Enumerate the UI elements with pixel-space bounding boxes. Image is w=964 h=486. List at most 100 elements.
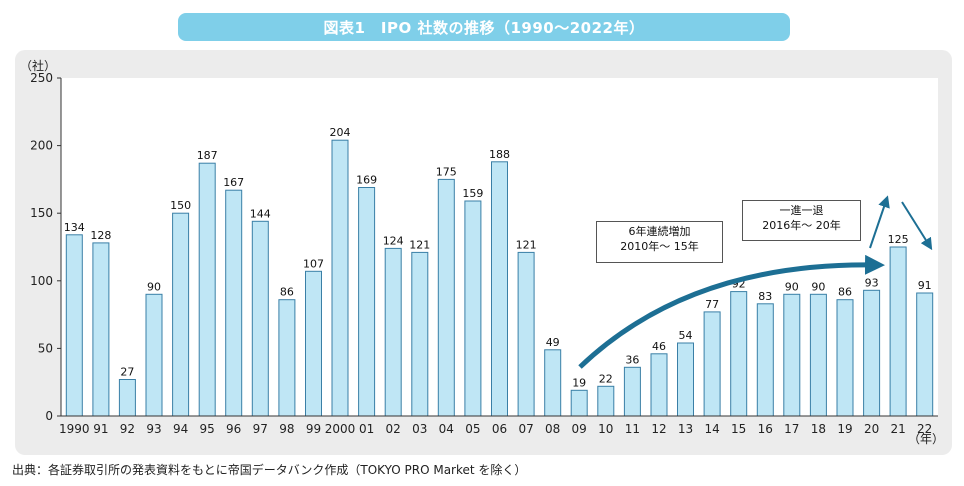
bar-1990	[65, 234, 83, 417]
x-tick-label-15: 15	[731, 422, 746, 436]
bar-13	[677, 342, 694, 417]
bar-09	[570, 389, 588, 417]
data-label-98: 86	[280, 286, 294, 299]
x-tick-label-98: 98	[279, 422, 294, 436]
data-label-03: 121	[409, 238, 430, 251]
chart-title-bar: 図表1 IPO 社数の推移（1990〜2022年）	[178, 13, 790, 41]
x-tick-label-20: 20	[864, 422, 879, 436]
x-tick-label-16: 16	[758, 422, 773, 436]
data-label-19: 86	[838, 286, 852, 299]
bar-06	[491, 161, 508, 417]
bar-17	[783, 293, 801, 417]
x-tick-label-06: 06	[492, 422, 507, 436]
bar-93	[145, 293, 163, 417]
x-tick-label-10: 10	[598, 422, 613, 436]
x-tick-label-22: 22	[917, 422, 932, 436]
bar-11	[623, 366, 641, 417]
bar-16	[756, 303, 774, 417]
arrow-down-2022	[901, 201, 933, 251]
x-tick-label-95: 95	[200, 422, 215, 436]
bar-10	[597, 385, 615, 417]
x-tick-label-2000: 2000	[325, 422, 356, 436]
data-label-13: 54	[679, 329, 693, 342]
y-tick-label-200: 200	[30, 139, 53, 153]
bar-03	[411, 251, 429, 417]
data-label-09: 19	[572, 376, 586, 389]
bar-08	[544, 349, 562, 417]
x-tick-label-07: 07	[518, 422, 533, 436]
data-label-01: 169	[356, 174, 377, 187]
x-tick-label-08: 08	[545, 422, 560, 436]
source-note: 出典：各証券取引所の発表資料をもとに帝国データバンク作成（TOKYO PRO M…	[12, 463, 527, 477]
data-label-18: 90	[811, 280, 825, 293]
x-tick-label-01: 01	[359, 422, 374, 436]
bar-19	[836, 299, 854, 417]
data-label-1990: 134	[64, 221, 85, 234]
data-label-06: 188	[489, 148, 510, 161]
x-tick-label-92: 92	[120, 422, 135, 436]
bar-18	[809, 293, 827, 417]
bar-04	[437, 178, 455, 417]
annotation-fluctuation-line2: 2016年〜 20年	[762, 219, 841, 232]
bar-95	[198, 162, 216, 417]
x-tick-label-02: 02	[386, 422, 401, 436]
bar-98	[278, 299, 296, 417]
x-tick-label-99: 99	[306, 422, 321, 436]
bar-21	[889, 246, 907, 417]
data-label-08: 49	[546, 336, 560, 349]
y-tick-label-50: 50	[38, 341, 53, 355]
x-tick-label-17: 17	[784, 422, 799, 436]
trend-arrow-2010-2015	[578, 254, 885, 369]
arrow-up-2021	[869, 195, 890, 249]
data-label-91: 128	[90, 229, 111, 242]
data-label-94: 150	[170, 199, 191, 212]
data-label-11: 36	[625, 353, 639, 366]
x-tick-label-11: 11	[625, 422, 640, 436]
data-label-2000: 204	[330, 126, 351, 139]
bar-14	[703, 311, 721, 417]
x-tick-label-96: 96	[226, 422, 241, 436]
bar-15	[730, 291, 748, 417]
data-label-14: 77	[705, 298, 719, 311]
data-label-02: 124	[383, 234, 404, 247]
bar-22	[916, 292, 934, 417]
annotation-growth-line2: 2010年〜 15年	[620, 240, 699, 253]
data-label-97: 144	[250, 207, 271, 220]
x-tick-label-03: 03	[412, 422, 427, 436]
data-label-12: 46	[652, 340, 666, 353]
data-label-95: 187	[197, 149, 218, 162]
annotation-fluctuation-line1: 一進一退	[779, 204, 824, 217]
data-label-17: 90	[785, 280, 799, 293]
x-axis-unit-label: （年）	[908, 432, 944, 446]
annotation-box-fluctuation: 一進一退 2016年〜 20年	[742, 200, 861, 241]
bar-91	[92, 242, 110, 417]
x-tick-label-04: 04	[439, 422, 454, 436]
data-label-21: 125	[888, 233, 909, 246]
x-tick-label-94: 94	[173, 422, 188, 436]
bar-92	[118, 379, 136, 417]
data-label-99: 107	[303, 257, 324, 270]
x-tick-label-12: 12	[651, 422, 666, 436]
bar-07	[517, 251, 535, 417]
x-tick-label-91: 91	[93, 422, 108, 436]
y-tick-label-150: 150	[30, 206, 53, 220]
bar-01	[358, 187, 376, 417]
y-tick-label-0: 0	[45, 409, 53, 423]
x-tick-label-05: 05	[465, 422, 480, 436]
x-tick-label-14: 14	[704, 422, 719, 436]
y-axis-unit-label: （社）	[20, 58, 56, 73]
bar-99	[305, 270, 322, 417]
x-tick-label-13: 13	[678, 422, 693, 436]
chart-title: 図表1 IPO 社数の推移（1990〜2022年）	[323, 18, 645, 37]
data-label-07: 121	[516, 238, 537, 251]
bar-05	[464, 200, 482, 417]
x-tick-label-93: 93	[146, 422, 161, 436]
data-label-16: 83	[758, 290, 772, 303]
bar-96	[225, 189, 243, 417]
data-label-20: 93	[865, 276, 879, 289]
bar-94	[172, 212, 190, 417]
x-tick-label-18: 18	[811, 422, 826, 436]
annotation-growth-line1: 6年連続増加	[628, 225, 691, 238]
data-label-04: 175	[436, 165, 457, 178]
